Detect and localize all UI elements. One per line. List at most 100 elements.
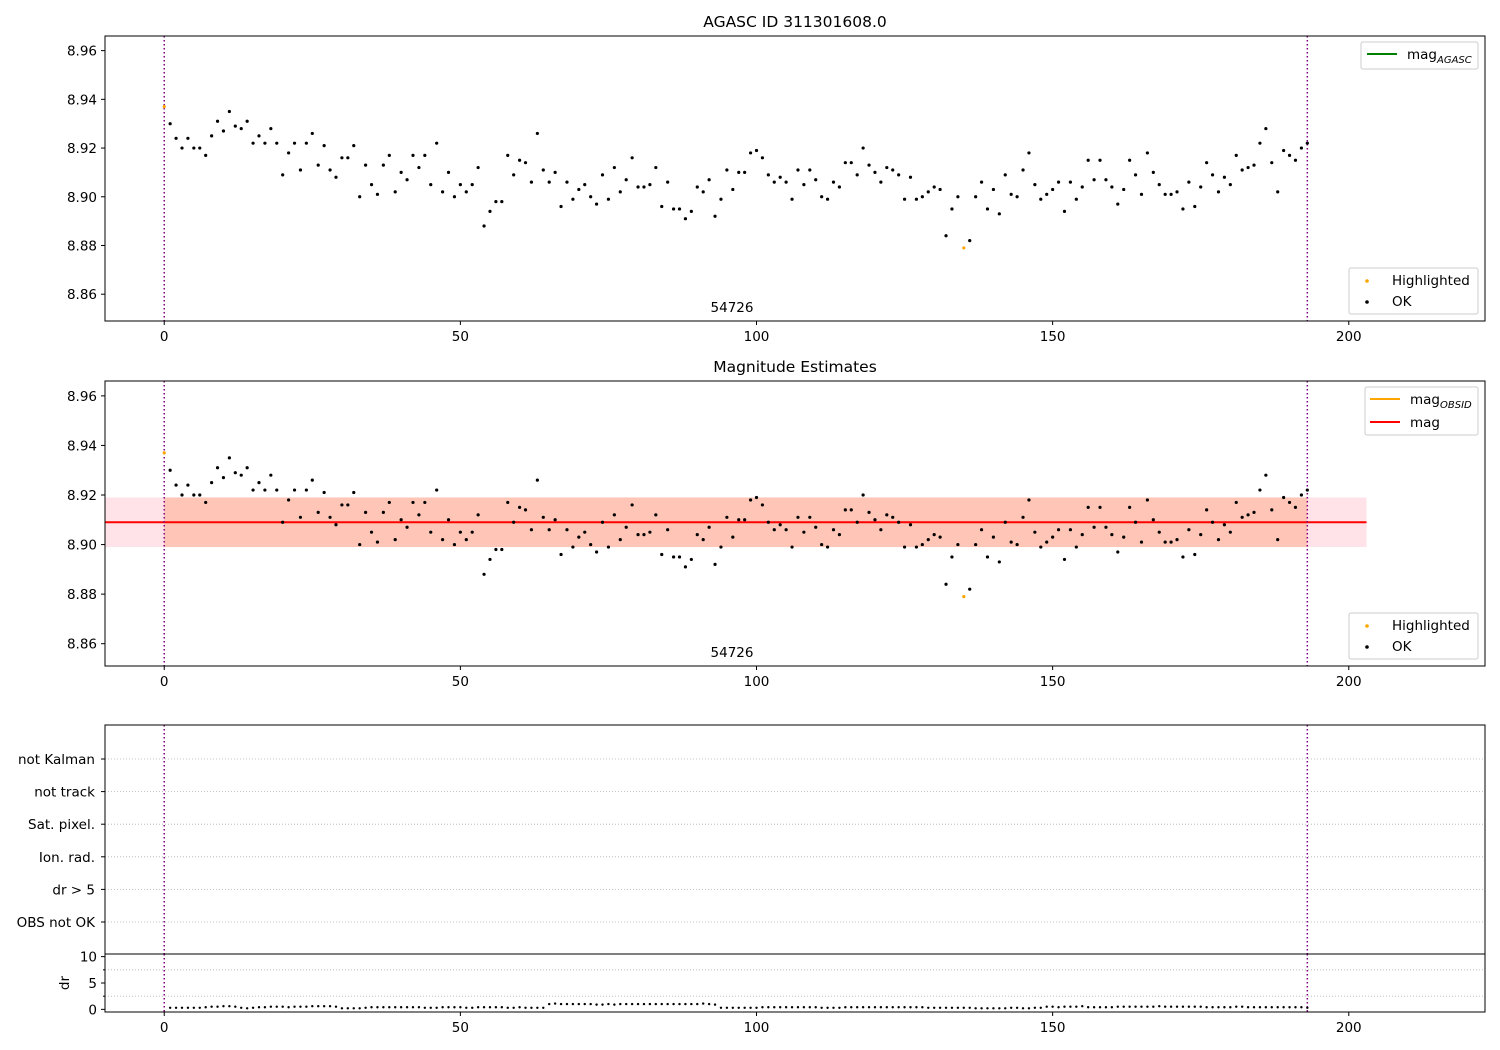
y-tick-label: 8.94 (67, 438, 97, 454)
ok-point (1110, 533, 1114, 537)
dr-point (743, 1006, 746, 1009)
dr-point (879, 1006, 883, 1009)
ok-point (748, 151, 753, 155)
ok-point (784, 528, 788, 532)
ok-point (843, 161, 847, 165)
ok-point (174, 136, 178, 140)
flags-panel: not Kalman not track Sat. pixel. Ion. rad. d… (17, 724, 1486, 955)
ok-point (263, 488, 267, 492)
x-tick-label: 200 (1336, 674, 1362, 690)
ok-point (612, 513, 616, 517)
dr-point (263, 1006, 267, 1009)
ok-point (1222, 523, 1226, 527)
ok-point (825, 545, 830, 549)
ok-point (292, 141, 297, 145)
dr-point (885, 1006, 889, 1009)
ok-point (1122, 187, 1126, 192)
dr-point (968, 1006, 971, 1009)
ok-point (440, 190, 445, 194)
ok-point (369, 530, 374, 534)
dr-point (1193, 1005, 1196, 1008)
ok-point (855, 173, 859, 177)
dr-point (814, 1006, 817, 1009)
ok-point (559, 204, 563, 209)
y-tick-label: 8.90 (67, 190, 97, 206)
ok-point (731, 535, 735, 539)
dr-point (471, 1006, 474, 1009)
dr-point (1110, 1006, 1114, 1009)
ok-point (660, 204, 664, 209)
ok-point (1068, 528, 1073, 532)
ok-point (1228, 182, 1232, 187)
ok-point (553, 518, 557, 522)
ok-point (914, 545, 919, 549)
dr-point (648, 1002, 652, 1006)
dr-point (998, 1007, 1001, 1010)
y-tick-label: 8.92 (67, 488, 97, 504)
dr-point (802, 1006, 806, 1009)
dr-point (855, 1006, 859, 1009)
y-tick-label: 5 (88, 976, 97, 992)
ok-point (1222, 175, 1226, 179)
dr-point (980, 1007, 983, 1010)
dr-point (506, 1006, 509, 1009)
ok-point (737, 518, 741, 522)
ok-point (879, 180, 883, 184)
ok-point (689, 557, 693, 562)
dr-point (778, 1006, 782, 1009)
dr-point (388, 1006, 391, 1009)
ok-point (1033, 182, 1037, 187)
ok-point (1015, 542, 1019, 547)
ok-point (1039, 545, 1043, 549)
x-tick-label: 200 (1336, 1020, 1362, 1036)
dr-point (370, 1006, 373, 1009)
dr-point (583, 1002, 586, 1006)
dr-point (932, 1006, 936, 1009)
x-tick-label: 150 (1040, 674, 1066, 690)
dr-point (542, 1006, 545, 1009)
dr-point (435, 1006, 438, 1009)
ok-point (1264, 126, 1268, 131)
ok-point (364, 163, 368, 167)
dr-point (1051, 1005, 1054, 1008)
ok-point (677, 555, 682, 559)
ok-point (879, 528, 883, 532)
dr-point (216, 1005, 219, 1008)
legend-highlighted: Highlighted (1392, 273, 1470, 289)
ok-point (1293, 505, 1298, 509)
dr-point (915, 1006, 918, 1009)
ok-point (535, 478, 539, 482)
ok-point (897, 173, 901, 177)
ok-point (168, 122, 172, 126)
dr-point (1246, 1006, 1250, 1009)
x-tick-label: 50 (452, 674, 469, 690)
ok-point (334, 523, 338, 527)
ok-point (1092, 178, 1096, 182)
ok-point (322, 144, 326, 148)
ok-point (814, 178, 818, 182)
dr-point (660, 1002, 663, 1006)
ok-point (506, 153, 510, 157)
ok-point (642, 185, 646, 189)
x-tick-label: 150 (1040, 1020, 1066, 1036)
ok-point (1252, 163, 1256, 167)
dr-point (1264, 1006, 1268, 1009)
ok-point (873, 170, 877, 175)
dr-point (476, 1006, 480, 1009)
ok-point (891, 515, 895, 519)
ok-point (974, 195, 978, 199)
ok-point (589, 542, 593, 547)
ok-point (1181, 555, 1185, 559)
ok-point (221, 129, 226, 133)
ok-point (346, 156, 350, 160)
x-tick-label: 0 (160, 674, 169, 690)
ok-point (476, 165, 480, 170)
ok-point (1098, 505, 1102, 509)
dr-point (1104, 1006, 1108, 1009)
magnitude-estimates-annotation: 54726 (711, 645, 754, 661)
agasc-panel-frame (104, 35, 1486, 322)
x-tick-label: 150 (1040, 329, 1066, 345)
ok-point (956, 542, 960, 547)
dr-point (1276, 1006, 1279, 1009)
